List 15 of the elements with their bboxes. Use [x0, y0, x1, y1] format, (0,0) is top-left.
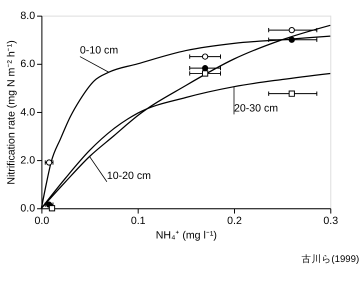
series-label: 20-30 cm [234, 102, 278, 114]
y-tick-label: 2.0 [20, 154, 36, 166]
x-tick-label: 0.1 [130, 215, 146, 228]
text: 古川ら(1999) [301, 253, 360, 266]
x-axis-title: NH₄⁺ (mg l⁻¹) [156, 230, 217, 242]
y-axis-title: Nitrification rate (mg N m⁻² h⁻¹) [6, 40, 18, 185]
y-tick-label: 8.0 [20, 10, 36, 22]
x-tick-label: 0.2 [227, 215, 242, 228]
x-tick-label: 0.0 [34, 215, 50, 228]
x-tick-label: 0.3 [323, 215, 338, 228]
series-label: 0-10 cm [80, 44, 118, 57]
y-tick-label: 0.0 [20, 202, 36, 215]
y-tick-label: 6.0 [20, 58, 36, 70]
legend-label: 10-20 cm [106, 170, 152, 182]
y-tick-label: 4.0 [20, 106, 36, 118]
